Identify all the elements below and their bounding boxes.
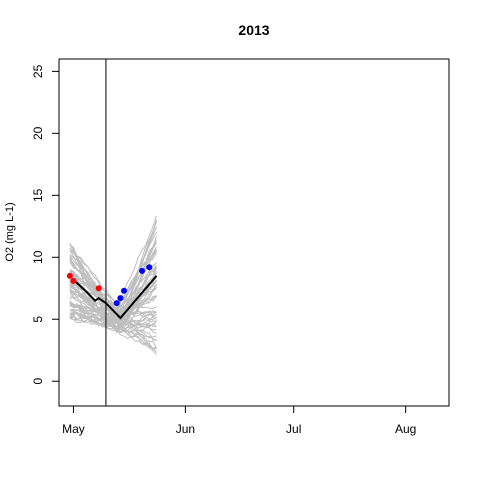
y-axis-label: O2 (mg L-1) — [4, 202, 16, 261]
axes: May Jun Jul Aug 0 5 10 15 20 25 — [31, 64, 416, 436]
observation-point — [139, 267, 146, 274]
observation-point — [95, 285, 102, 292]
x-tick-label: May — [62, 422, 85, 436]
ensemble-line — [69, 262, 157, 323]
ensemble-line — [69, 244, 157, 310]
ensemble-line — [69, 232, 157, 315]
observation-point — [66, 272, 73, 279]
observation-point — [146, 264, 153, 271]
ensemble-line — [69, 309, 157, 334]
y-tick-label: 5 — [31, 316, 45, 323]
observation-point — [113, 300, 120, 307]
ensemble-line — [69, 286, 157, 350]
observation-point — [117, 295, 124, 302]
mean-forecast-line — [72, 275, 158, 320]
chart-title: 2013 — [238, 22, 269, 38]
y-tick-label: 0 — [31, 378, 45, 385]
observation-point — [121, 287, 127, 294]
x-tick-label: Jun — [176, 422, 195, 436]
plot-frame — [58, 58, 450, 407]
ensemble-line — [69, 266, 157, 308]
ensemble-lines — [69, 215, 157, 355]
x-tick-label: Jul — [286, 422, 301, 436]
y-tick-label: 20 — [31, 126, 45, 140]
y-tick-label: 10 — [31, 250, 45, 264]
y-tick-label: 25 — [31, 64, 45, 78]
y-tick-label: 15 — [31, 188, 45, 202]
ensemble-line — [69, 287, 157, 331]
data-series — [66, 264, 158, 320]
observation-point — [70, 277, 77, 284]
ensemble-line — [69, 290, 157, 316]
x-tick-label: Aug — [395, 422, 416, 436]
